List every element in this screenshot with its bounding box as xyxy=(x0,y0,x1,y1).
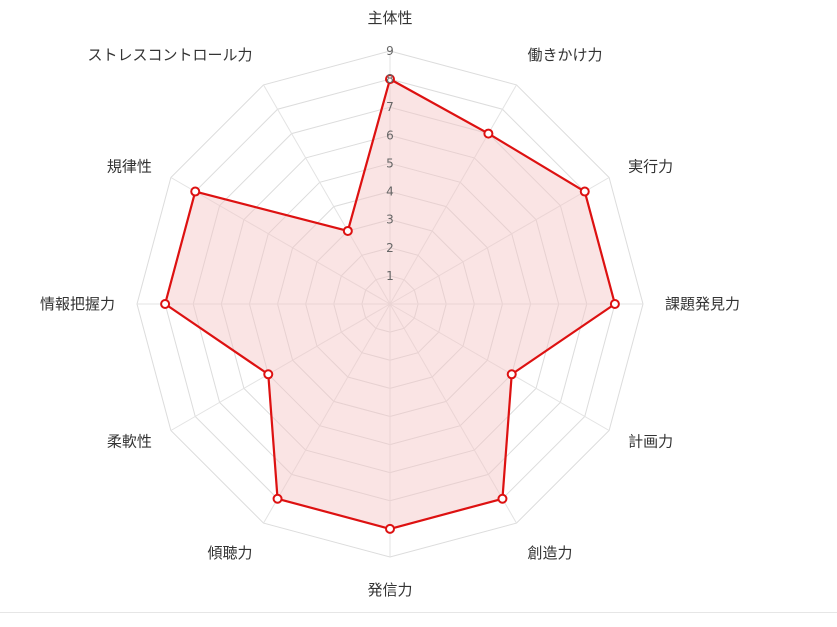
axis-label: ストレスコントロール力 xyxy=(87,46,252,64)
tick-label: 4 xyxy=(386,185,394,199)
spoke-line xyxy=(263,84,391,305)
spoke-line xyxy=(389,84,517,305)
axis-label: 情報把握力 xyxy=(40,295,115,313)
axis-label: 働きかけ力 xyxy=(528,46,603,64)
data-point xyxy=(385,74,395,85)
axis-label: 主体性 xyxy=(367,9,412,27)
data-point xyxy=(609,299,620,309)
spoke-line xyxy=(389,177,610,305)
axis-label: 発信力 xyxy=(367,581,412,599)
tick-label: 7 xyxy=(386,100,394,114)
radar-spokes xyxy=(137,51,643,557)
axis-label: 創造力 xyxy=(528,544,573,562)
spoke-line xyxy=(389,303,517,524)
tick-label: 6 xyxy=(386,128,394,142)
spoke-line xyxy=(263,303,391,524)
data-point xyxy=(497,493,508,504)
tick-label: 5 xyxy=(386,156,394,170)
data-point xyxy=(579,186,590,197)
spoke-line xyxy=(170,303,391,431)
series-area xyxy=(165,79,615,529)
spoke-line xyxy=(170,177,391,305)
bottom-divider xyxy=(0,612,837,613)
data-point xyxy=(272,493,283,504)
radar-series xyxy=(160,74,620,534)
axis-label: 課題発見力 xyxy=(665,295,740,313)
data-point xyxy=(342,225,353,236)
tick-label: 1 xyxy=(386,269,394,283)
axis-label: 傾聴力 xyxy=(207,544,252,562)
spoke-line xyxy=(389,303,610,431)
data-point xyxy=(160,299,171,309)
axis-label: 柔軟性 xyxy=(107,433,152,451)
tick-label: 3 xyxy=(386,213,394,227)
axis-label: 実行力 xyxy=(628,158,673,176)
data-point xyxy=(506,369,517,380)
data-point xyxy=(190,186,201,197)
tick-label: 8 xyxy=(386,72,394,86)
data-point xyxy=(483,128,494,139)
tick-label: 9 xyxy=(386,44,394,58)
axis-label: 規律性 xyxy=(107,158,152,176)
axis-label: 計画力 xyxy=(628,433,673,451)
tick-label: 2 xyxy=(386,241,394,255)
radar-tick-labels: 1 2 3 4 5 6 7 8 9 xyxy=(386,44,394,283)
data-point xyxy=(263,369,274,380)
data-point xyxy=(385,523,395,534)
